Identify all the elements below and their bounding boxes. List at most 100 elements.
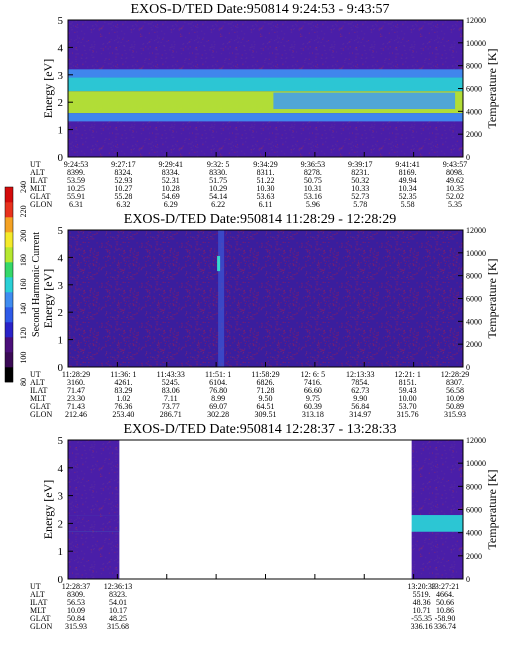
ephemeris-value: 69.07: [209, 402, 228, 411]
ephemeris-value: 1.02: [116, 394, 131, 403]
ephemeris-value: 302.28: [207, 410, 230, 419]
y-tick-label: 3: [58, 280, 64, 292]
ephemeris-value: 76.36: [114, 402, 133, 411]
ephemeris-value: 9:34:29: [253, 160, 278, 169]
ephemeris-row-ut: UT 11:28:29 11:36: 1 11:43:33 11:51: 1 11:58:…: [0, 371, 505, 379]
ephemeris-value: 12:21: 1: [394, 370, 421, 379]
ephemeris-row-alt: ALT 8309. 8323. 5519. 4664.: [0, 591, 505, 599]
y2-tick-label: 4000: [466, 107, 482, 116]
ephemeris-value: 8169.: [398, 168, 417, 177]
ephemeris-row-glon: GLON 212.46 253.40 286.71 302.28 309.51 313.18…: [0, 411, 505, 419]
ephemeris-value: 8098.: [446, 168, 464, 177]
ephemeris-value: 4261.: [114, 378, 133, 387]
y-axis-label: Energy [eV]: [41, 480, 55, 539]
ephemeris-label: GLAT: [30, 192, 51, 201]
y2-tick-label: 8000: [466, 482, 482, 491]
ephemeris-value: 64.51: [256, 402, 275, 411]
ephemeris-value: 10.86: [436, 606, 454, 615]
ephemeris-value: 53.63: [256, 192, 275, 201]
y2-tick-label: 10000: [466, 39, 486, 48]
ephemeris-label: GLAT: [30, 614, 51, 623]
y2-axis-label: Temperature [K]: [485, 48, 499, 128]
ephemeris-value: 10.28: [161, 184, 180, 193]
spectrogram-1-band-2: [68, 77, 463, 92]
ephemeris-label: GLON: [30, 622, 53, 631]
y-tick-label: 0: [58, 574, 64, 586]
ephemeris-value: 10.35: [446, 184, 464, 193]
y2-tick-label: 10000: [466, 459, 486, 468]
ephemeris-label: MLT: [30, 184, 47, 193]
ephemeris-label: GLON: [30, 410, 53, 419]
colorbar-segment: [5, 232, 13, 248]
y2-tick-label: 4000: [466, 317, 482, 326]
ephemeris-row-ilat: ILAT 53.59 52.93 52.31 51.75 51.22 50.75 50.32 4…: [0, 177, 505, 185]
ephemeris-value: 8399.: [67, 168, 85, 177]
ephemeris-row-mlt: MLT 10.25 10.27 10.28 10.29 10.30 10.31 10.33 10…: [0, 185, 505, 193]
colorbar-segment: [5, 247, 13, 263]
ephemeris-value: 10.17: [109, 606, 127, 615]
ephemeris-label: UT: [30, 160, 41, 169]
ephemeris-label: ALT: [30, 590, 45, 599]
ephemeris-value: 11:58:29: [251, 370, 280, 379]
ephemeris-value: 23.30: [67, 394, 85, 403]
ephemeris-value: 71.43: [67, 402, 85, 411]
ephemeris-value: 12:28:37: [61, 582, 91, 591]
ephemeris-value: 9.75: [305, 394, 320, 403]
ephemeris-value: -55.35: [411, 614, 432, 623]
ephemeris-value: 6104.: [209, 378, 228, 387]
ephemeris-label: GLON: [30, 200, 53, 209]
ephemeris-value: 10.00: [398, 394, 417, 403]
ephemeris-value: 6.22: [211, 200, 226, 209]
ephemeris-value: 10.09: [446, 394, 464, 403]
y-tick-label: 1: [58, 335, 64, 347]
y2-tick-label: 6000: [466, 295, 482, 304]
ephemeris-value: 83.06: [161, 386, 180, 395]
ephemeris-value: 10.34: [398, 184, 417, 193]
ephemeris-value: 8323.: [109, 590, 127, 599]
ephemeris-value: 52.35: [398, 192, 417, 201]
y-tick-label: 2: [58, 97, 64, 109]
ephemeris-value: 12:36:13: [103, 582, 133, 591]
ephemeris-value: 8278.: [303, 168, 322, 177]
y-tick-label: 0: [58, 362, 64, 374]
ephemeris-value: 60.39: [303, 402, 322, 411]
ephemeris-value: 12: 6: 5: [300, 370, 326, 379]
ephemeris-value: 56.53: [67, 598, 85, 607]
ephemeris-value: 9.90: [353, 394, 368, 403]
colorbar-tick-label: 140: [19, 303, 28, 315]
spectrogram-2-streak: [218, 230, 225, 367]
ephemeris-value: 53.59: [67, 176, 85, 185]
ephemeris-value: 6826.: [256, 378, 275, 387]
colorbar-tick-label: 180: [19, 254, 28, 266]
colorbar-segment: [5, 262, 13, 278]
ephemeris-value: 56.58: [446, 386, 464, 395]
ephemeris-value: 8307.: [446, 378, 464, 387]
ephemeris-value: 10.31: [303, 184, 322, 193]
ephemeris-row-ilat: ILAT 71.47 83.29 83.06 76.80 71.28 66.60 62.73 5…: [0, 387, 505, 395]
ephemeris-value: 53.16: [303, 192, 322, 201]
ephemeris-value: 3160.: [67, 378, 85, 387]
ephemeris-value: 11:51: 1: [205, 370, 232, 379]
ephemeris-label: ILAT: [30, 598, 48, 607]
ephemeris-value: 52.02: [446, 192, 464, 201]
ephemeris-value: 52.31: [161, 176, 180, 185]
ephemeris-label: UT: [30, 370, 41, 379]
y2-tick-label: 2000: [466, 340, 482, 349]
ephemeris-value: 48.36: [412, 598, 431, 607]
ephemeris-value: 9:43:57: [442, 160, 468, 169]
ephemeris-value: 8330.: [209, 168, 228, 177]
ephemeris-value: 9:29:41: [158, 160, 183, 169]
ephemeris-row-mlt: MLT 23.30 1.02 7.11 8.99 9.50 9.75 9.90 10.00 10.…: [0, 395, 505, 403]
colorbar-segment: [5, 202, 13, 218]
colorbar-tick-label: 220: [19, 205, 28, 217]
ephemeris-value: 10.25: [67, 184, 85, 193]
ephemeris-label: UT: [30, 582, 41, 591]
y-tick-label: 5: [58, 435, 64, 447]
colorbar-segment: [5, 307, 13, 323]
ephemeris-row-glat: GLAT 71.43 76.36 73.77 69.07 64.51 60.39 56.84 5…: [0, 403, 505, 411]
ephemeris-value: 55.28: [114, 192, 133, 201]
colorbar-tick-label: 120: [19, 327, 28, 339]
ephemeris-value: 7416.: [303, 378, 322, 387]
y2-tick-label: 12000: [466, 226, 486, 235]
